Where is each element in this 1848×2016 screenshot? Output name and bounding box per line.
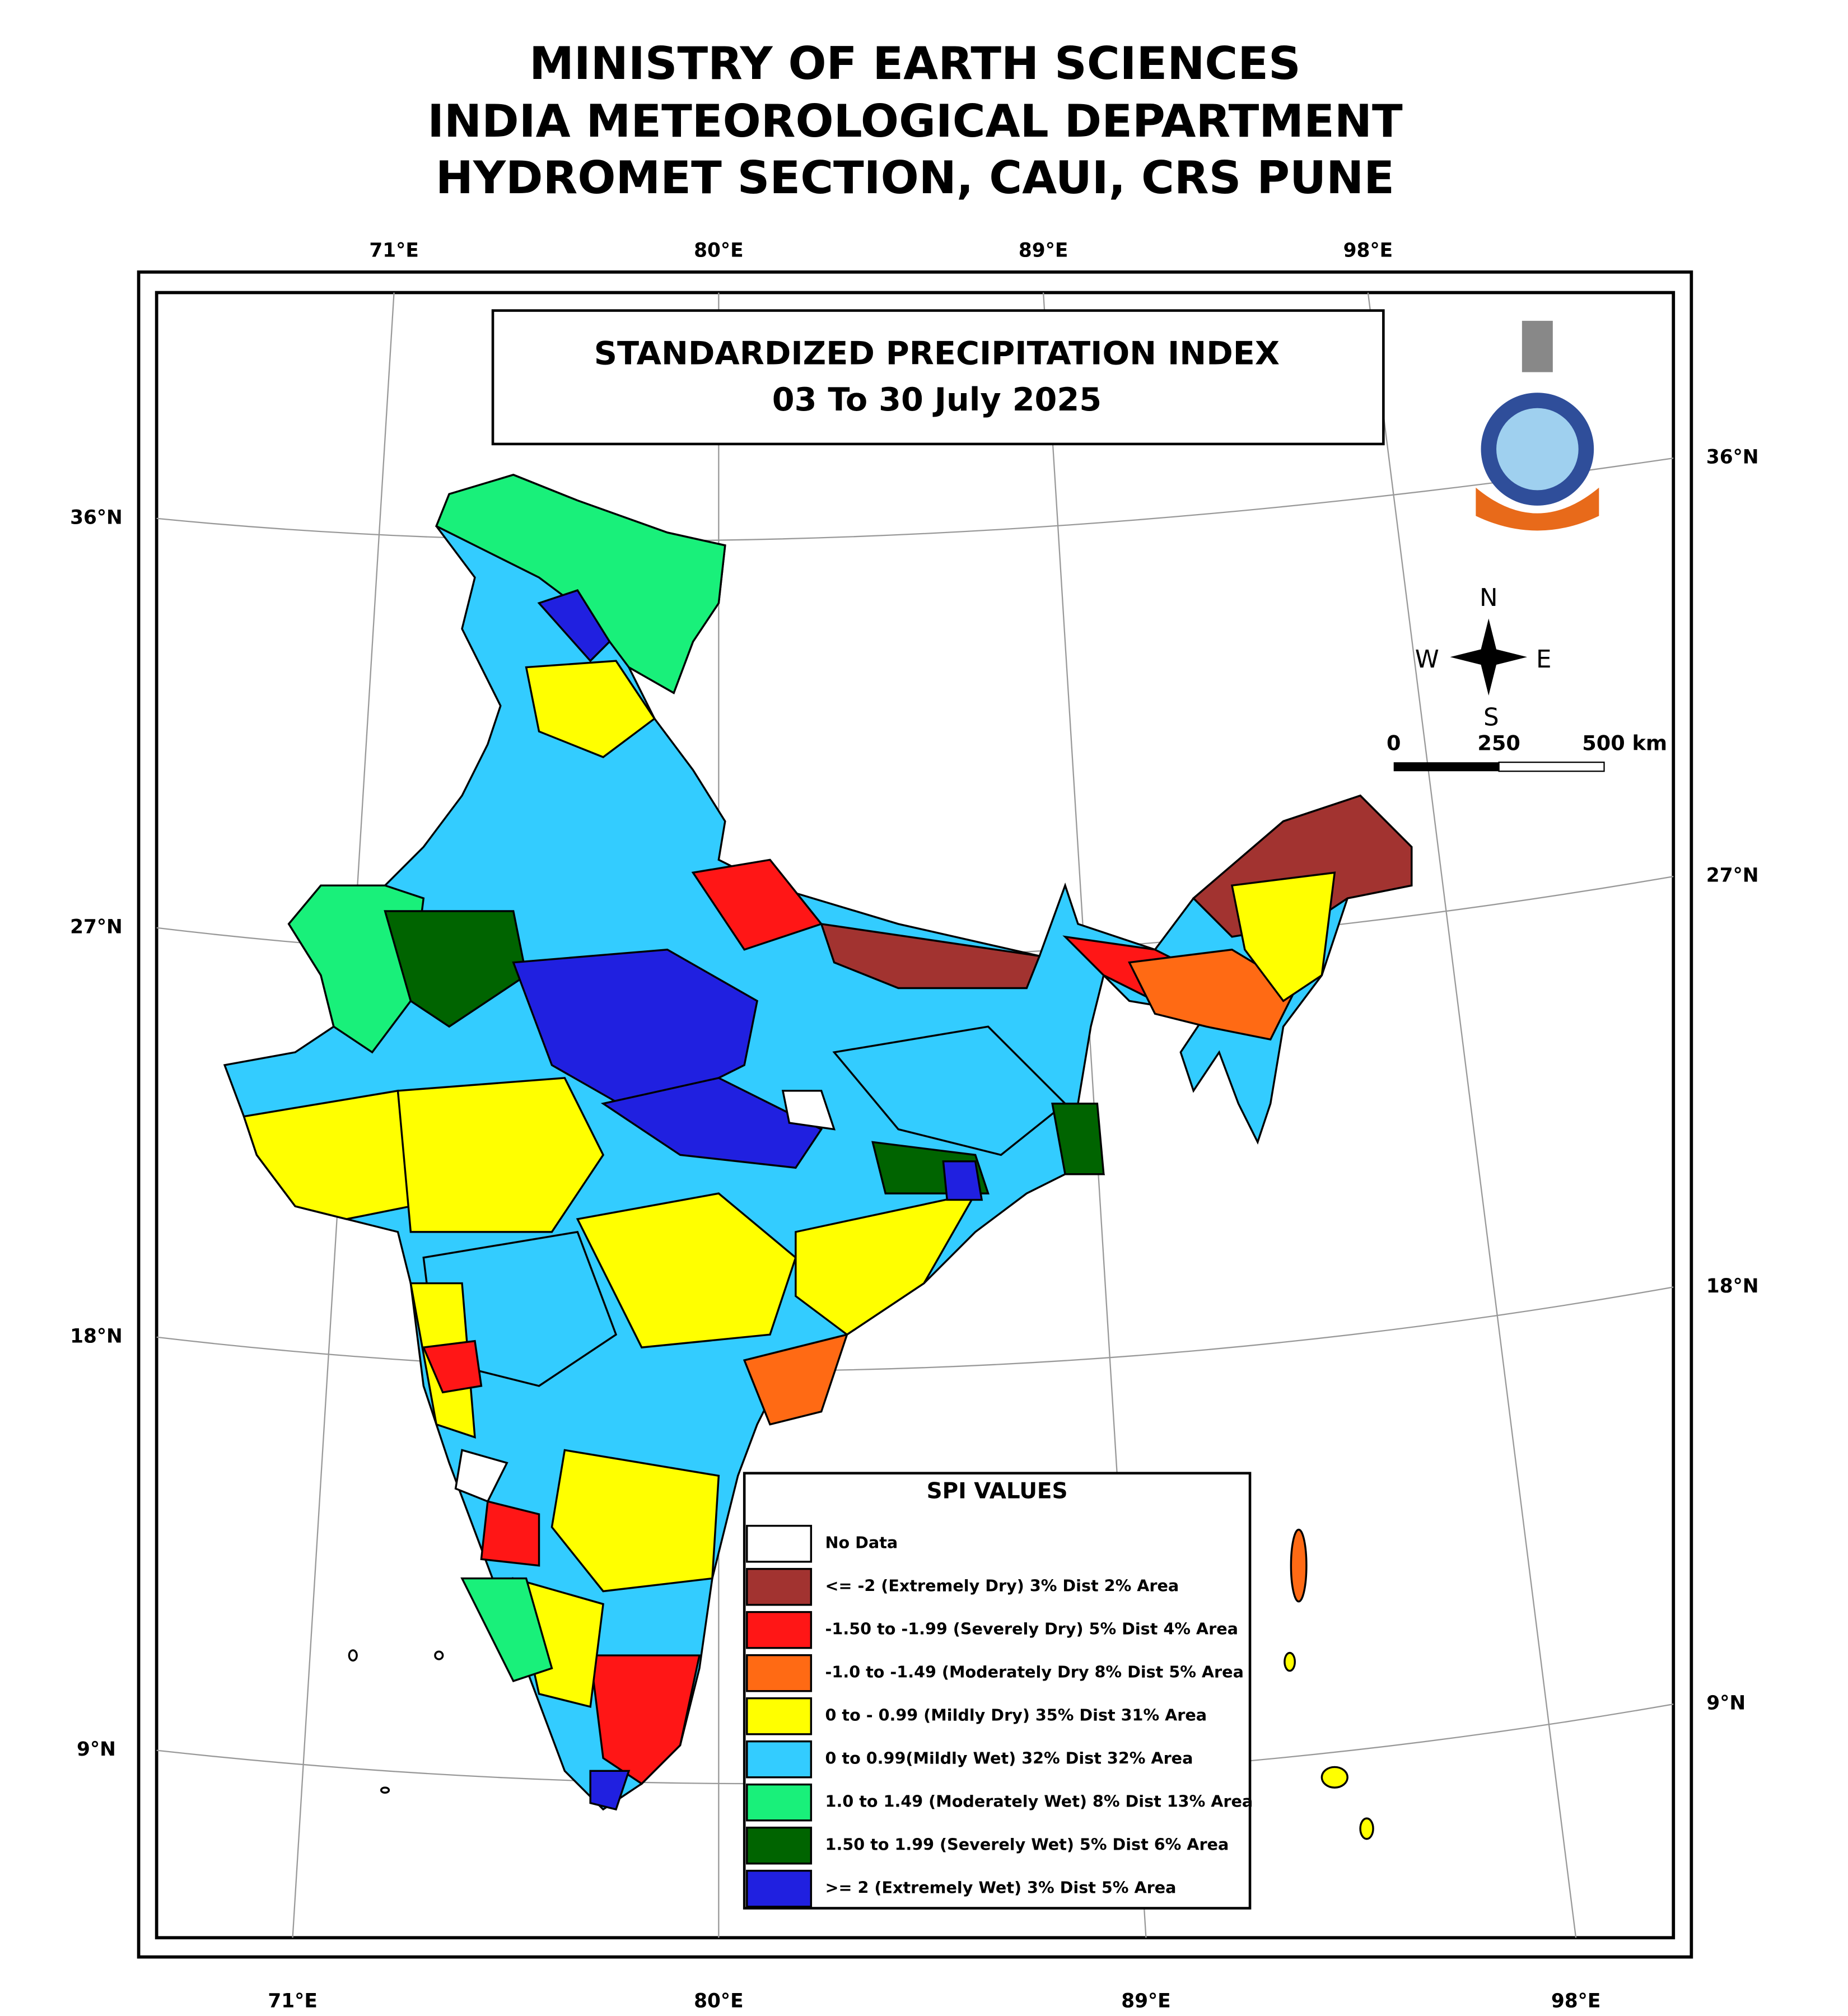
region <box>600 1077 823 1169</box>
coordinate-label: 18°N <box>70 1325 123 1347</box>
legend-label: <= -2 (Extremely Dry) 3% Dist 2% Area <box>825 1576 1179 1595</box>
coordinate-label: 89°E <box>1019 240 1068 262</box>
inner-frame <box>155 291 1676 1940</box>
region <box>589 1770 631 1811</box>
legend-items: No Data <= -2 (Extremely Dry) 3% Dist 2% … <box>746 1524 1253 1908</box>
region <box>832 1025 1067 1156</box>
coordinate-label: 80°E <box>694 240 743 262</box>
legend-swatch <box>746 1740 813 1779</box>
island <box>1320 1766 1348 1789</box>
legend-label: 1.0 to 1.49 (Moderately Wet) 8% Dist 13%… <box>825 1792 1253 1811</box>
coordinate-label: 36°N <box>1706 446 1759 469</box>
coordinate-label: 18°N <box>1706 1275 1759 1298</box>
island <box>380 1786 390 1794</box>
island <box>434 1650 444 1660</box>
region <box>435 474 726 694</box>
legend-label: 0 to 0.99(Mildly Wet) 32% Dist 32% Area <box>825 1749 1193 1768</box>
island <box>1290 1528 1308 1603</box>
parallel <box>156 1286 1674 1372</box>
coordinate-label: 9°N <box>1706 1692 1746 1715</box>
legend-swatch <box>746 1611 813 1649</box>
scale-label: 500 km <box>1582 731 1667 755</box>
region <box>537 589 611 662</box>
emblem <box>1522 320 1553 372</box>
coordinate-label: 36°N <box>70 506 123 529</box>
coordinate-labels: 71°E 80°E 89°E 98°E 71°E 80°E 89°E 98°E 36°N 27°N… <box>70 240 1758 2013</box>
legend-title: SPI VALUES <box>927 1479 1068 1504</box>
compass-west: W <box>1415 646 1439 674</box>
compass-south: S <box>1483 703 1499 731</box>
outer-frame <box>137 270 1693 1959</box>
region <box>512 948 759 1118</box>
legend-swatch <box>746 1524 813 1563</box>
island <box>1284 1651 1296 1672</box>
title-box <box>491 309 1385 446</box>
legend-swatch <box>746 1567 813 1606</box>
legend-label: >= 2 (Extremely Wet) 3% Dist 5% Area <box>825 1878 1177 1897</box>
scale-label: 250 <box>1477 731 1520 755</box>
region <box>1230 871 1336 1002</box>
header-line: HYDROMET SECTION, CAUI, CRS PUNE <box>436 152 1394 204</box>
legend-swatch <box>746 1654 813 1692</box>
legend-label: 1.50 to 1.99 (Severely Wet) 5% Dist 6% A… <box>825 1835 1229 1854</box>
compass-rose: N W E S <box>1415 584 1552 731</box>
region <box>781 1090 836 1131</box>
island <box>348 1649 358 1662</box>
scale-bar: 0 250 500 km <box>1387 731 1667 772</box>
map-title: STANDARDIZED PRECIPITATION INDEX <box>594 334 1280 372</box>
legend-label: -1.0 to -1.49 (Moderately Dry 8% Dist 5%… <box>825 1663 1244 1682</box>
region <box>589 1654 701 1785</box>
coordinate-label: 71°E <box>268 1990 317 2012</box>
coordinate-label: 71°E <box>369 240 418 262</box>
coordinate-label: 98°E <box>1343 240 1393 262</box>
imd-logo <box>1476 320 1599 531</box>
region <box>820 922 1041 990</box>
legend-label: No Data <box>825 1533 898 1552</box>
coordinate-label: 98°E <box>1551 1990 1600 2012</box>
region <box>460 1577 553 1683</box>
map-subtitle: 03 To 30 July 2025 <box>772 381 1102 418</box>
compass-north: N <box>1480 584 1498 612</box>
region <box>422 1340 483 1394</box>
logo-globe <box>1496 408 1579 491</box>
coordinate-label: 89°E <box>1121 1990 1170 2012</box>
region <box>454 1449 508 1503</box>
region <box>396 1077 605 1233</box>
legend-swatch <box>746 1697 813 1735</box>
coordinate-label: 27°N <box>1706 865 1759 887</box>
parallel <box>156 457 1674 542</box>
map-regions <box>223 474 1413 1840</box>
meridian <box>1367 292 1577 1938</box>
legend-swatch <box>746 1783 813 1822</box>
header-line: MINISTRY OF EARTH SCIENCES <box>529 38 1301 90</box>
island <box>1359 1817 1374 1840</box>
region <box>1051 1103 1105 1175</box>
compass-star <box>1450 618 1528 696</box>
region <box>384 910 528 1028</box>
scale-label: 0 <box>1387 731 1401 755</box>
region <box>525 660 656 758</box>
coordinate-label: 80°E <box>694 1990 743 2012</box>
legend-swatch <box>746 1826 813 1865</box>
legend-label: -1.50 to -1.99 (Severely Dry) 5% Dist 4%… <box>825 1620 1238 1639</box>
region <box>576 1192 797 1348</box>
compass-east: E <box>1536 646 1552 674</box>
region <box>1128 948 1298 1041</box>
legend-swatch <box>746 1869 813 1908</box>
coordinate-label: 27°N <box>70 916 123 938</box>
scale-segment <box>1498 762 1605 772</box>
coordinate-label: 9°N <box>77 1738 116 1761</box>
legend-box <box>743 1472 1252 1910</box>
region <box>795 1192 978 1336</box>
region <box>743 1333 849 1426</box>
header-line: INDIA METEOROLOGICAL DEPARTMENT <box>427 95 1403 147</box>
scale-segment <box>1393 762 1499 772</box>
region <box>550 1449 720 1593</box>
legend-label: 0 to - 0.99 (Mildly Dry) 35% Dist 31% Ar… <box>825 1706 1207 1725</box>
region <box>480 1500 540 1567</box>
logo-ribbon <box>1476 487 1599 531</box>
region <box>942 1160 983 1201</box>
